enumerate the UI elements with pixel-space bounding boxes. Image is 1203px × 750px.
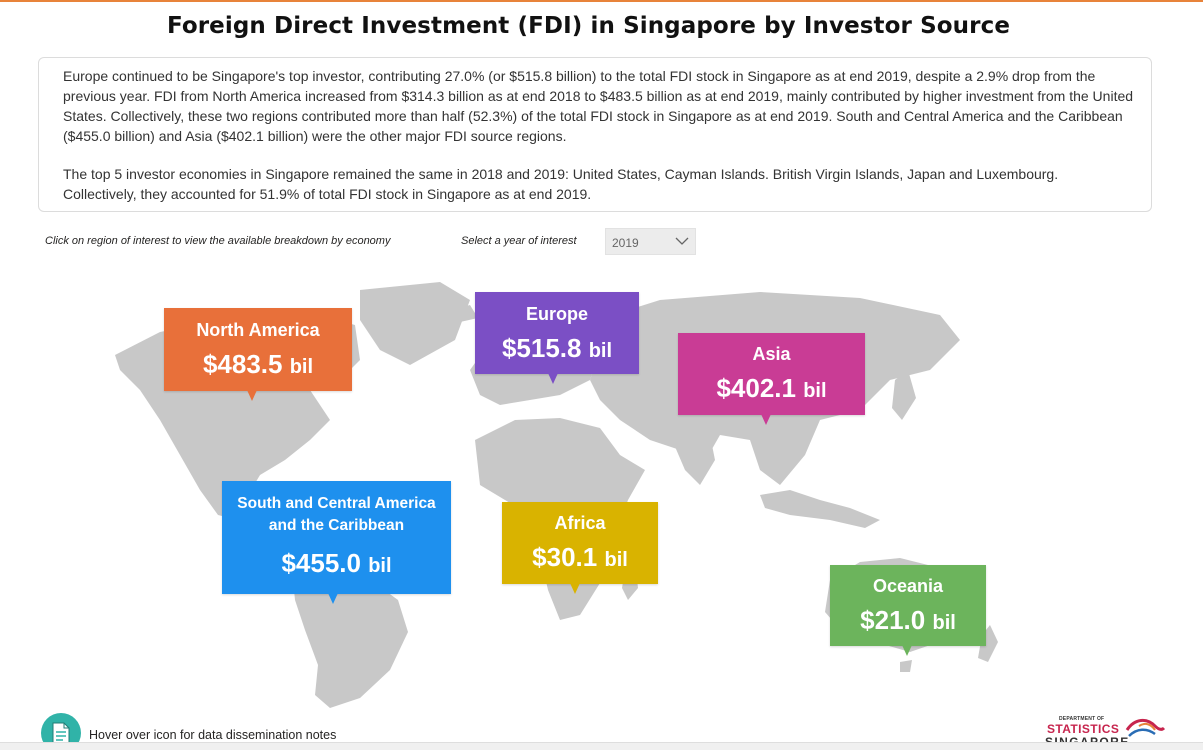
region-card-asia[interactable]: Asia $402.1 bil: [678, 333, 865, 425]
card-pointer: [570, 583, 580, 594]
region-unit: bil: [932, 612, 956, 634]
region-amount: $21.0: [860, 605, 926, 635]
region-unit: bil: [588, 340, 613, 362]
page-title: Foreign Direct Investment (FDI) in Singa…: [166, 13, 1011, 39]
year-dropdown-value: 2019: [612, 236, 639, 250]
region-card-africa[interactable]: Africa $30.1 bil: [502, 502, 658, 594]
logo-statistics-text: STATISTICS: [1047, 722, 1120, 736]
region-card-europe[interactable]: Europe $515.8 bil: [475, 292, 639, 384]
region-card-oceania[interactable]: Oceania $21.0 bil: [830, 565, 986, 656]
chevron-down-icon: [675, 237, 689, 245]
summary-paragraph-2: The top 5 investor economies in Singapor…: [63, 166, 1059, 202]
region-name: Africa: [554, 513, 606, 533]
region-value: $515.8 bil: [475, 333, 639, 364]
card-pointer: [761, 414, 771, 425]
region-value: $30.1 bil: [502, 542, 658, 573]
region-name: Asia: [752, 344, 791, 364]
region-value: $455.0 bil: [222, 548, 451, 579]
card-pointer: [247, 390, 257, 401]
notes-hint-text: Hover over icon for data dissemination n…: [89, 728, 337, 742]
top-accent-line: [0, 0, 1203, 2]
region-card-north-america[interactable]: North America $483.5 bil: [164, 308, 352, 401]
year-dropdown[interactable]: 2019: [605, 228, 696, 255]
region-name: North America: [196, 320, 320, 340]
region-unit: bil: [368, 555, 392, 577]
region-value: $483.5 bil: [164, 349, 352, 380]
logo-dept-text: DEPARTMENT OF: [1059, 716, 1105, 722]
region-name: South and Central America and the Caribb…: [237, 495, 436, 534]
logo-swoosh-icon: [1125, 719, 1165, 737]
region-value: $402.1 bil: [678, 373, 865, 404]
card-pointer: [902, 645, 912, 656]
bottom-scrollbar[interactable]: [0, 742, 1203, 750]
region-name: Oceania: [872, 576, 944, 596]
region-unit: bil: [289, 356, 314, 378]
region-unit: bil: [803, 380, 827, 402]
region-amount: $455.0: [281, 548, 361, 578]
document-icon: [52, 722, 70, 746]
summary-paragraph-1: Europe continued to be Singapore's top i…: [63, 68, 1134, 144]
region-amount: $402.1: [716, 373, 796, 403]
region-unit: bil: [604, 549, 628, 571]
summary-box: Europe continued to be Singapore's top i…: [38, 57, 1152, 212]
region-amount: $515.8: [501, 333, 582, 363]
region-card-south-central-america-caribbean[interactable]: South and Central America and the Caribb…: [222, 481, 451, 604]
card-pointer: [328, 593, 338, 604]
region-name: Europe: [525, 304, 588, 324]
region-amount: $30.1: [532, 542, 598, 572]
year-select-label: Select a year of interest: [461, 235, 577, 247]
region-value: $21.0 bil: [830, 605, 986, 636]
region-amount: $483.5: [202, 349, 283, 379]
region-hint-text: Click on region of interest to view the …: [45, 235, 391, 247]
card-pointer: [548, 373, 558, 384]
